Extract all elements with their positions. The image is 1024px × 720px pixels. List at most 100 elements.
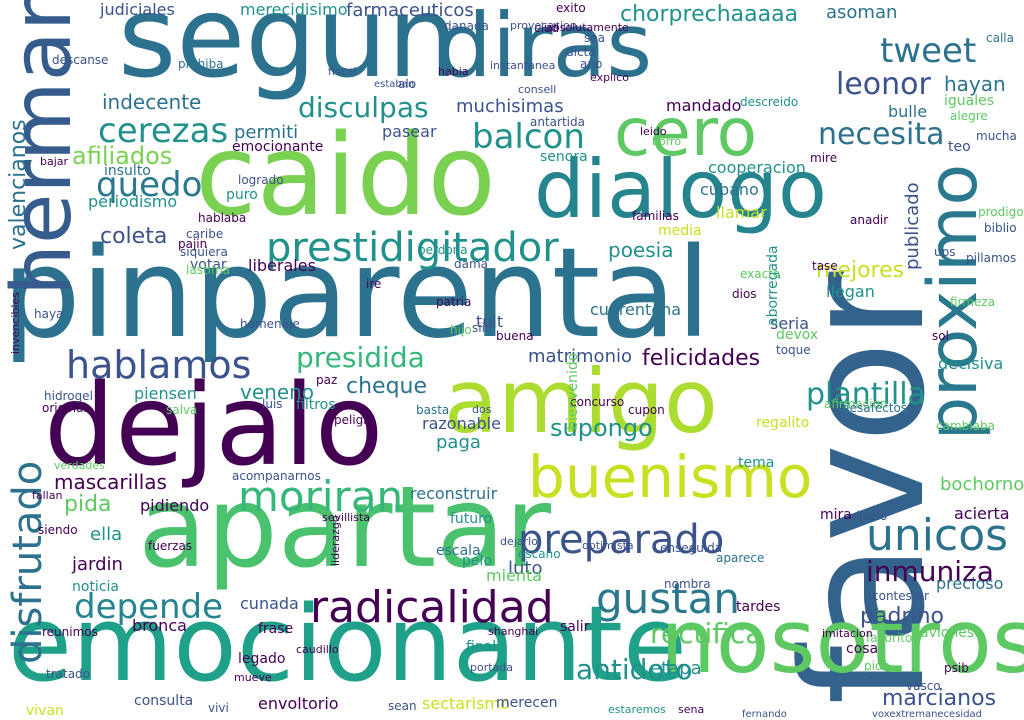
word-aviones: aviones [920, 625, 975, 641]
word-teo: teo [948, 139, 971, 155]
word-paz: paz [316, 373, 338, 387]
word-plantilla: plantilla [806, 377, 926, 412]
word-liderazgo: liderazgo [329, 515, 342, 566]
word-fiscal: fiscal [328, 65, 357, 78]
word-nombra: nombra [664, 577, 711, 591]
word-llamar: llamar [716, 203, 767, 222]
word-mira: mira [820, 507, 852, 523]
word-pidiendo: pidiendo [140, 496, 210, 515]
word-pajin: pajin [178, 237, 208, 251]
word-cupon: cupon [628, 403, 665, 417]
word-mire: mire [810, 151, 838, 165]
word-sol: sol [932, 329, 949, 343]
word-puro: puro [226, 187, 258, 203]
word-dios: dios [732, 287, 757, 301]
word-escano: escano [518, 547, 561, 561]
word-seria: seria [770, 314, 810, 333]
word-senora: senora [540, 149, 588, 165]
word-poesia: poesia [608, 238, 674, 262]
word-portada: portada [470, 661, 514, 674]
word-bronca: bronca [132, 616, 187, 635]
word-psib: psib [944, 661, 969, 675]
word-tratado: tratado [46, 667, 91, 681]
word-antidoto: antidoto [576, 653, 693, 686]
word-buenismo: buenismo [528, 443, 813, 511]
word-hidrogel: hidrogel [44, 389, 93, 403]
word-padrino: padrino [860, 604, 944, 629]
word-anadir: anadir [850, 213, 889, 227]
word-mascarillas: mascarillas [54, 470, 167, 494]
word-rectifica: rectifica [650, 617, 763, 650]
word-contestar: contestar [872, 589, 929, 603]
word-bulle: bulle [888, 102, 928, 121]
word-farmaceuticos: farmaceuticos [346, 0, 474, 21]
word-hayan: hayan [944, 72, 1006, 96]
word-descanse: descanse [52, 53, 109, 67]
word-valencianos: valencianos [6, 119, 31, 250]
word-asoman: asoman [826, 2, 898, 23]
word-tardes: tardes [736, 599, 781, 615]
word-segun: segun [118, 0, 459, 103]
word-mejores: mejores [816, 258, 905, 283]
word-publicado: publicado [902, 182, 923, 270]
word-votar: votar [190, 257, 227, 273]
word-dejalo: dejalo [44, 361, 384, 491]
word-sevillista: sevillista [322, 511, 371, 524]
word-salva: salva [166, 403, 198, 417]
word-jardin: jardin [72, 554, 123, 575]
word-veneno: veneno [240, 380, 315, 404]
word-cuarentena: cuarentena [590, 300, 682, 319]
word-nosotros: nosotros [660, 590, 1024, 693]
word-desafectos: desafectos [842, 401, 908, 415]
word-enseguida: enseguida [660, 541, 723, 555]
word-afirmacion: afirmacion [824, 397, 888, 411]
word-coleta: coleta [100, 224, 168, 249]
word-basta: basta [416, 403, 450, 417]
word-invencibles: invencibles [9, 292, 22, 354]
word-calla: calla [986, 31, 1014, 45]
word-fernando: fernando [742, 709, 787, 720]
word-frase: frase [258, 621, 294, 637]
word-pelo: pelo [462, 553, 492, 569]
word-cheque: cheque [346, 374, 428, 399]
word-mueve: mueve [234, 671, 272, 684]
word-pinparental: pinparental [2, 222, 711, 366]
word-escala: escala [436, 543, 481, 559]
word-disculpas: disculpas [298, 91, 429, 124]
word-caudillo: caudillo [296, 643, 339, 656]
word-shanghai: shanghai [488, 625, 539, 638]
word-mienta: mienta [486, 566, 543, 585]
word-perdona: perdona [418, 243, 468, 257]
word-final: final [466, 639, 497, 655]
word-dos: dos [472, 403, 492, 416]
word-bienvenido: bienvenido [565, 352, 581, 430]
word-imitacion: imitacion [822, 627, 873, 640]
word-provocacion: provocacion [510, 19, 577, 32]
word-hablamos: hablamos [66, 343, 252, 387]
word-estaremos: estaremos [608, 703, 666, 716]
word-iguales: iguales [944, 93, 995, 109]
word-depende: depende [74, 587, 224, 627]
word-legado: legado [238, 651, 286, 667]
word-lastima: lastima [186, 263, 231, 277]
word-habia: habia [438, 65, 469, 78]
word-mucha: mucha [976, 129, 1017, 143]
word-exito: exito [556, 1, 586, 15]
word-haya: haya [34, 307, 64, 321]
word-indecente: indecente [102, 90, 202, 114]
word-unicos: unicos [866, 510, 1009, 561]
word-optimista: optimista [582, 539, 634, 552]
word-vivi: vivi [208, 701, 229, 715]
word-dicta: dicta [566, 45, 596, 59]
word-bochorno: bochorno [940, 474, 1024, 495]
word-marcianos: marcianos [882, 686, 997, 711]
word-tema: tema [738, 455, 775, 471]
word-presidida: presidida [296, 341, 425, 374]
word-mandado: mandado [666, 96, 742, 115]
word-ano: ano [580, 57, 603, 71]
word-dama: dama [454, 257, 489, 271]
word-buena: buena [496, 329, 534, 343]
word-inmuniza: inmuniza [866, 555, 994, 588]
word-tuit: tuit [476, 312, 504, 331]
word-alegre: alegre [950, 109, 988, 123]
